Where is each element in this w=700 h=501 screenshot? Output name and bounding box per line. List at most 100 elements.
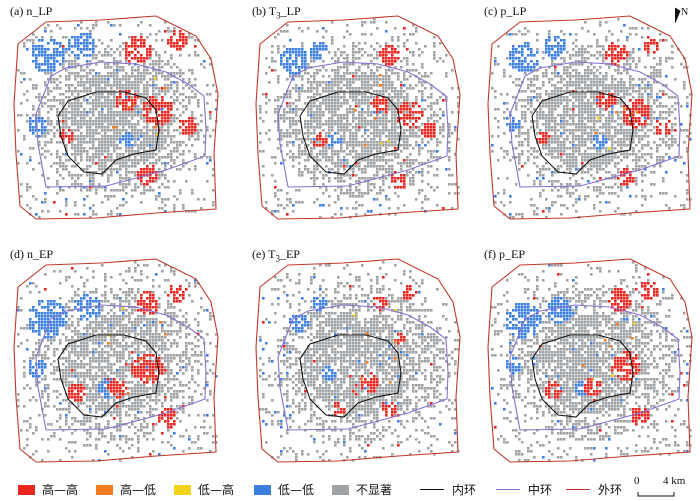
grid-cell [656,72,659,75]
grid-cell [146,72,149,75]
grid-cell [95,105,98,108]
grid-cell [668,138,671,141]
grid-cell [596,78,599,81]
grid-cell [265,207,268,210]
grid-cell [301,51,304,54]
grid-cell [370,126,373,129]
grid-cell [122,159,125,162]
grid-cell [641,144,644,147]
grid-cell [349,93,352,96]
grid-cell [575,63,578,66]
grid-cell [289,102,292,105]
grid-cell [527,45,530,48]
grid-cell [662,105,665,108]
grid-cell [334,189,337,192]
grid-cell [167,132,170,135]
grid-cell [346,120,349,123]
grid-cell [95,186,98,189]
grid-cell [566,120,569,123]
grid-cell [289,75,292,78]
grid-cell [575,147,578,150]
grid-cell [403,57,406,60]
grid-cell [388,165,391,168]
grid-cell [143,102,146,105]
grid-cell [421,129,424,132]
grid-cell [328,147,331,150]
grid-cell [346,117,349,120]
grid-cell [62,51,65,54]
grid-cell [635,135,638,138]
grid-cell [41,39,44,42]
grid-cell [307,126,310,129]
grid-cell [584,156,587,159]
grid-cell [629,54,632,57]
grid-cell [557,147,560,150]
grid-cell [20,81,23,84]
grid-cell [197,123,200,126]
grid-cell [86,174,89,177]
grid-cell [530,60,533,63]
grid-cell [623,51,626,54]
grid-cell [397,186,400,189]
grid-cell [35,48,38,51]
grid-cell [65,90,68,93]
grid-cell [301,87,304,90]
grid-cell [74,90,77,93]
grid-cell [134,81,137,84]
grid-cell [176,84,179,87]
grid-cell [122,99,125,102]
grid-cell [343,36,346,39]
grid-cell [125,165,128,168]
grid-cell [608,111,611,114]
grid-cell [116,159,119,162]
grid-cell [608,129,611,132]
grid-cell [406,162,409,165]
grid-cell [307,105,310,108]
grid-cell [122,78,125,81]
grid-cell [152,99,155,102]
grid-cell [590,78,593,81]
grid-cell [650,72,653,75]
grid-cell [361,147,364,150]
grid-cell [116,120,119,123]
grid-cell [593,75,596,78]
grid-cell [403,144,406,147]
grid-cell [104,150,107,153]
grid-cell [304,69,307,72]
grid-cell [110,39,113,42]
grid-cell [146,138,149,141]
grid-cell [575,144,578,147]
grid-cell [38,66,41,69]
grid-cell [569,93,572,96]
grid-cell [533,150,536,153]
grid-cell [89,96,92,99]
grid-cell [35,96,38,99]
grid-cell [584,81,587,84]
grid-cell [191,84,194,87]
grid-cell [406,129,409,132]
grid-cell [158,93,161,96]
grid-cell [29,123,32,126]
grid-cell [83,114,86,117]
grid-cell [370,78,373,81]
grid-cell [343,72,346,75]
grid-cell [599,66,602,69]
grid-cell [137,84,140,87]
grid-cell [388,132,391,135]
grid-cell [623,132,626,135]
grid-cell [41,120,44,123]
grid-cell [433,189,436,192]
grid-cell [617,51,620,54]
grid-cell [563,114,566,117]
grid-cell [331,84,334,87]
grid-cell [394,147,397,150]
grid-cell [140,141,143,144]
grid-cell [355,207,358,210]
grid-cell [397,45,400,48]
grid-cell [620,96,623,99]
grid-cell [125,42,128,45]
grid-cell [203,141,206,144]
grid-cell [101,168,104,171]
grid-cell [656,117,659,120]
grid-cell [125,201,128,204]
